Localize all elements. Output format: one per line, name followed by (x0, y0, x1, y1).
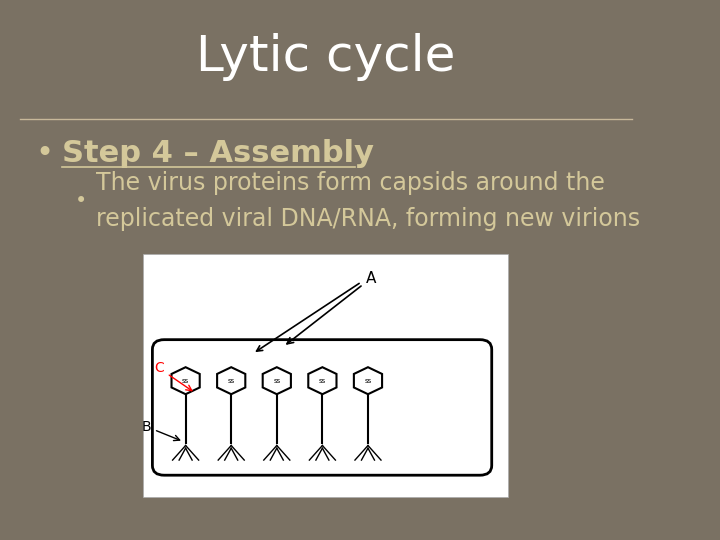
Text: ss: ss (182, 377, 189, 384)
Polygon shape (354, 367, 382, 394)
Polygon shape (263, 367, 291, 394)
Text: ss: ss (228, 377, 235, 384)
Text: •: • (36, 139, 54, 168)
Polygon shape (171, 367, 199, 394)
Text: Step 4 – Assembly: Step 4 – Assembly (62, 139, 374, 168)
FancyBboxPatch shape (153, 340, 492, 475)
Polygon shape (308, 367, 336, 394)
Text: C: C (154, 361, 192, 390)
Text: A: A (287, 271, 377, 344)
FancyBboxPatch shape (143, 254, 508, 497)
Text: ss: ss (273, 377, 280, 384)
Text: Lytic cycle: Lytic cycle (196, 33, 455, 80)
Polygon shape (217, 367, 246, 394)
Text: ss: ss (364, 377, 372, 384)
Text: B: B (141, 420, 180, 441)
Text: The virus proteins form capsids around the
replicated viral DNA/RNA, forming new: The virus proteins form capsids around t… (96, 171, 641, 231)
Text: ss: ss (319, 377, 326, 384)
Text: •: • (75, 191, 87, 211)
